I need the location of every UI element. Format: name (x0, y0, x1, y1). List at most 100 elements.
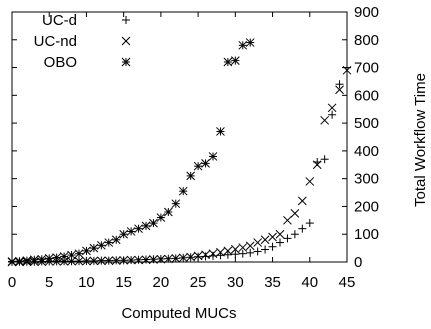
legend-label-obo: OBO (44, 54, 77, 71)
point-uc-nd (238, 243, 248, 252)
point-uc-d (328, 110, 337, 119)
point-obo (52, 253, 62, 262)
point-uc-d (246, 248, 255, 257)
point-obo (22, 256, 32, 265)
point-obo (149, 218, 158, 228)
point-obo (216, 127, 225, 136)
point-obo (67, 250, 76, 260)
legend: UC-d UC-nd OBO (34, 12, 131, 71)
point-uc-nd (119, 255, 129, 265)
point-obo (163, 207, 173, 217)
point-obo (82, 246, 91, 256)
point-uc-d (268, 242, 277, 251)
y-tick-label: 300 (354, 171, 379, 188)
x-tick-label: 0 (8, 274, 16, 291)
point-uc-nd (283, 215, 292, 225)
x-tick-label: 15 (115, 274, 132, 291)
y-tick-labels: 0 100 200 300 400 500 600 700 800 900 (354, 4, 379, 271)
point-obo (15, 256, 24, 266)
point-uc-d (253, 247, 262, 256)
point-obo (134, 224, 143, 234)
point-obo (96, 240, 106, 250)
x-axis-title: Computed MUCs (121, 305, 236, 322)
y-tick-label: 500 (354, 115, 379, 132)
x-tick-label: 30 (227, 274, 244, 291)
point-obo (89, 243, 99, 253)
point-uc-nd (223, 246, 233, 256)
point-uc-d (194, 252, 203, 261)
point-uc-d (305, 219, 314, 228)
point-uc-nd (156, 254, 166, 264)
point-uc-d (335, 80, 344, 89)
point-uc-nd (126, 255, 136, 265)
point-uc-nd (275, 229, 285, 239)
legend-marker-obo (121, 57, 131, 67)
point-obo (156, 213, 166, 222)
x-tick-label: 45 (339, 274, 356, 291)
point-uc-nd (89, 256, 99, 266)
point-uc-nd (268, 232, 277, 242)
point-obo (59, 252, 69, 261)
y-axis-title: Total Workflow Time (412, 73, 429, 207)
point-uc-nd (230, 244, 240, 254)
point-uc-d (283, 234, 292, 243)
point-uc-nd (67, 256, 76, 266)
point-uc-nd (171, 254, 181, 263)
point-obo (119, 229, 129, 239)
point-uc-nd (201, 250, 210, 260)
point-uc-nd (74, 256, 84, 266)
point-obo (193, 161, 203, 171)
point-obo (7, 257, 17, 266)
point-obo (208, 152, 218, 161)
point-uc-d (298, 224, 307, 233)
point-uc-d (231, 250, 240, 259)
point-uc-d (320, 155, 329, 164)
point-uc-nd (320, 115, 330, 125)
x-tick-label: 40 (301, 274, 318, 291)
point-obo (201, 159, 210, 168)
point-obo (29, 255, 39, 265)
point-obo (126, 227, 136, 236)
y-tick-label: 400 (354, 143, 379, 160)
point-obo (141, 221, 151, 231)
point-obo (111, 235, 121, 245)
point-uc-d (261, 245, 270, 254)
y-tick-label: 900 (354, 4, 379, 21)
legend-marker-uc-nd (121, 36, 131, 46)
point-uc-nd (178, 253, 188, 263)
y-tick-label: 100 (354, 226, 379, 243)
point-uc-nd (312, 160, 322, 170)
point-uc-nd (216, 247, 225, 257)
point-obo (238, 40, 248, 50)
point-uc-nd (342, 65, 352, 75)
x-tick-label: 10 (78, 274, 95, 291)
point-obo (44, 254, 54, 263)
y-tick-label: 600 (354, 87, 379, 104)
point-obo (171, 199, 181, 209)
legend-label-uc-d: UC-d (42, 12, 77, 29)
legend-label-uc-nd: UC-nd (34, 33, 77, 50)
point-obo (230, 56, 240, 65)
point-uc-d (238, 249, 247, 258)
point-uc-nd (253, 238, 263, 247)
point-uc-d (223, 250, 232, 259)
point-uc-nd (186, 252, 196, 262)
point-uc-nd (96, 256, 106, 266)
point-uc-d (290, 230, 299, 239)
y-tick-label: 0 (354, 254, 362, 271)
point-uc-nd (111, 256, 121, 265)
point-uc-nd (163, 254, 173, 264)
point-obo (104, 238, 114, 247)
point-uc-d (201, 252, 210, 261)
point-obo (178, 186, 188, 196)
point-uc-nd (327, 103, 337, 113)
point-uc-nd (149, 255, 158, 264)
point-uc-nd (104, 256, 114, 265)
point-uc-d (276, 238, 284, 247)
data-points (7, 38, 352, 267)
x-tick-label: 20 (153, 274, 170, 291)
point-obo (223, 57, 233, 67)
point-uc-nd (82, 256, 91, 266)
point-uc-nd (305, 177, 315, 186)
x-tick-label: 5 (45, 274, 53, 291)
